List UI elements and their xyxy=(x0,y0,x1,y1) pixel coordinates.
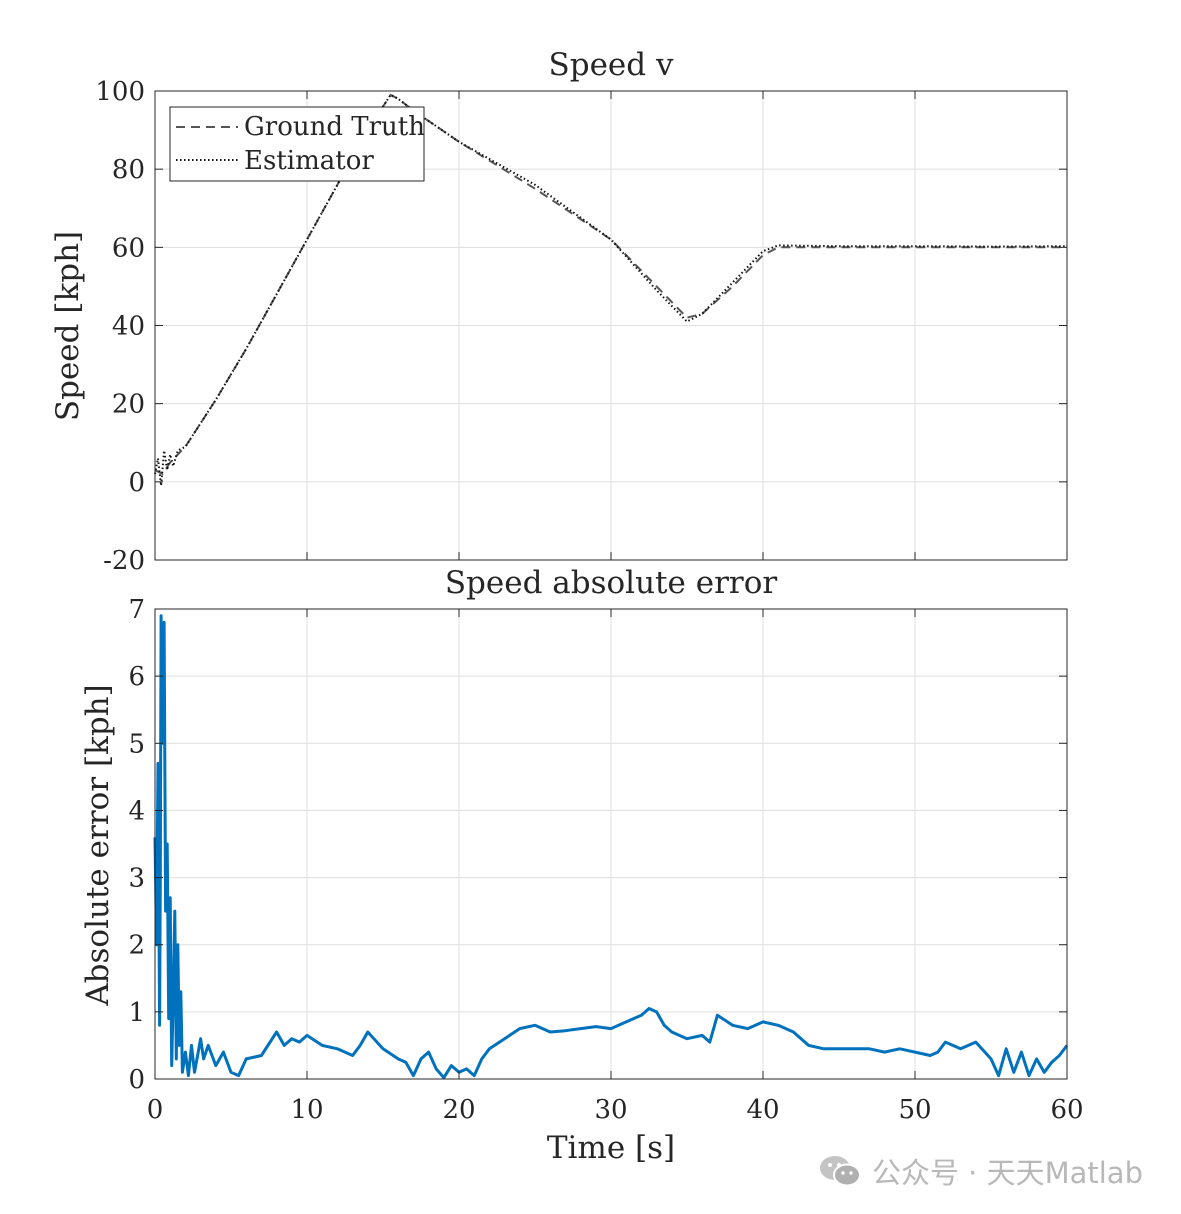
error-grid xyxy=(155,609,1067,1079)
speed-y-tick-label: -20 xyxy=(103,546,145,576)
watermark-text: 公众号 · 天天Matlab xyxy=(871,1156,1143,1190)
speed-chart-title: Speed v xyxy=(549,47,674,83)
error-y-tick-label: 6 xyxy=(128,662,145,692)
series-absolute-error xyxy=(153,614,1069,1080)
error-series-group xyxy=(153,614,1069,1080)
watermark: 公众号 · 天天Matlab xyxy=(818,1150,1143,1192)
speed-y-tick-label: 60 xyxy=(112,233,145,263)
error-y-tick-label: 1 xyxy=(128,998,145,1028)
error-y-tick-label: 2 xyxy=(128,931,145,961)
legend: Ground Truth Estimator xyxy=(169,106,425,182)
speed-y-tick-label: 20 xyxy=(112,390,145,420)
error-chart: 0 10 20 30 40 50 60 0 1 2 3 4 5 6 7 Speed absolute err… xyxy=(80,565,1084,1166)
series-estimator xyxy=(154,93,1068,487)
error-chart-title: Speed absolute error xyxy=(445,565,778,601)
speed-y-tick-label: 80 xyxy=(112,155,145,185)
speed-chart: -20 0 20 40 60 80 100 Speed v Speed [kph] Grou… xyxy=(50,47,1068,576)
error-x-tick-label: 0 xyxy=(147,1095,164,1125)
error-x-tick-label: 50 xyxy=(898,1095,931,1125)
error-y-tick-label: 3 xyxy=(128,864,145,894)
error-y-tick-label: 0 xyxy=(128,1065,145,1095)
error-y-tick-label: 4 xyxy=(128,796,145,826)
legend-estimator-label: Estimator xyxy=(244,146,374,176)
speed-ticks: -20 0 20 40 60 80 100 xyxy=(95,77,1068,576)
legend-ground-truth-label: Ground Truth xyxy=(244,112,425,142)
error-y-tick-label: 5 xyxy=(128,729,145,759)
speed-series-group xyxy=(154,93,1068,487)
legend-box xyxy=(169,106,425,182)
error-ticks: 0 10 20 30 40 50 60 0 1 2 3 4 5 6 7 xyxy=(128,595,1083,1125)
error-x-tick-label: 10 xyxy=(290,1095,323,1125)
speed-y-tick-label: 0 xyxy=(128,468,145,498)
speed-grid xyxy=(155,91,1067,560)
error-x-tick-label: 40 xyxy=(746,1095,779,1125)
speed-y-axis-label: Speed [kph] xyxy=(50,231,86,421)
error-x-tick-label: 60 xyxy=(1050,1095,1083,1125)
error-x-tick-label: 20 xyxy=(442,1095,475,1125)
error-x-tick-label: 30 xyxy=(594,1095,627,1125)
speed-y-tick-label: 100 xyxy=(95,77,145,107)
error-x-axis-label: Time [s] xyxy=(547,1130,675,1166)
error-y-axis-label: Absolute error [kph] xyxy=(80,684,116,1006)
error-y-tick-label: 7 xyxy=(128,595,145,625)
speed-y-tick-label: 40 xyxy=(112,312,145,342)
wechat-icon xyxy=(819,1156,861,1187)
